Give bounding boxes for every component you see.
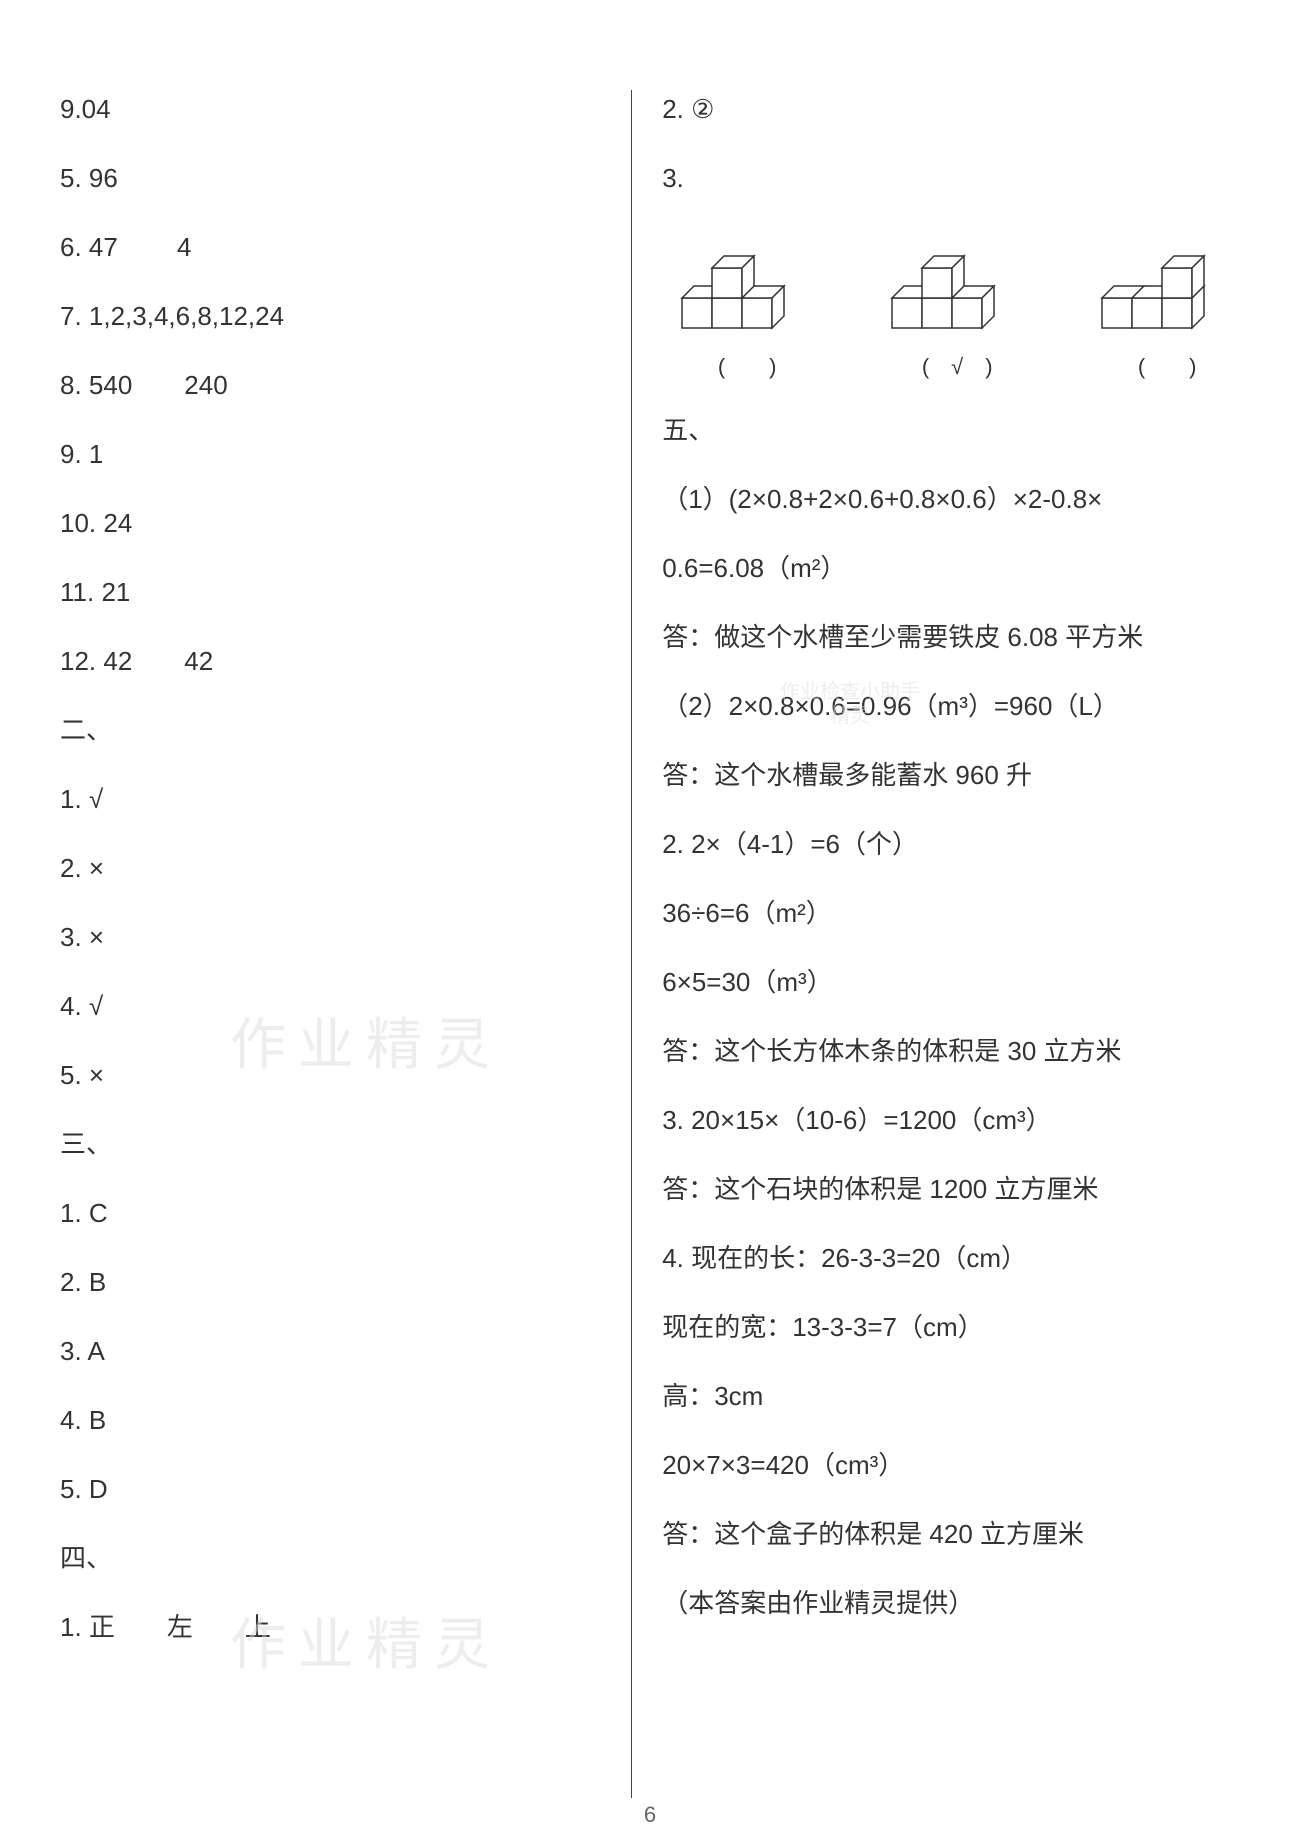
answer-line: 现在的宽：13-3-3=7（cm） [662, 1308, 1250, 1347]
cube-diagrams-row: ( ) [662, 228, 1250, 381]
answer-line: 6×5=30（m³） [662, 963, 1250, 1002]
answer-line: 5. 96 [60, 159, 601, 198]
answer-line: 4. √ [60, 987, 601, 1026]
answer-line: 高：3cm [662, 1377, 1250, 1416]
section-3-heading: 三、 [60, 1125, 601, 1164]
cube-diagram-3: ( ) [1082, 228, 1252, 381]
answer-line: 2. B [60, 1263, 601, 1302]
answer-line: 3. × [60, 918, 601, 957]
cube-label: ( ) [662, 349, 832, 381]
answer-line: （1）(2×0.8+2×0.6+0.8×0.6）×2-0.8× [662, 480, 1250, 519]
answer-line: 2. 2×（4-1）=6（个） [662, 825, 1250, 864]
answer-line: 9. 1 [60, 435, 601, 474]
answer-line: 3. [662, 159, 1250, 198]
answer-line: 5. × [60, 1056, 601, 1095]
cube-diagram-1: ( ) [662, 228, 832, 381]
answer-line: 2. ② [662, 90, 1250, 129]
answer-line: 7. 1,2,3,4,6,8,12,24 [60, 297, 601, 336]
answer-line: 10. 24 [60, 504, 601, 543]
cube-figure-icon [872, 228, 1042, 338]
answer-line: 2. × [60, 849, 601, 888]
cube-figure-icon [662, 228, 832, 338]
cube-label: ( ) [1082, 349, 1252, 381]
page-number: 6 [644, 1802, 656, 1828]
cube-diagram-2: ( √ ) [872, 228, 1042, 381]
answer-line: （2）2×0.8×0.6=0.96（m³）=960（L） [662, 687, 1250, 726]
answer-line: 1. √ [60, 780, 601, 819]
answer-line: 0.6=6.08（m²） [662, 549, 1250, 588]
answer-line: （本答案由作业精灵提供） [662, 1584, 1250, 1623]
answer-line: 11. 21 [60, 573, 601, 612]
left-column: 9.04 5. 96 6. 47 4 7. 1,2,3,4,6,8,12,24 … [60, 90, 631, 1798]
answer-line: 1. 正 左 上 [60, 1608, 601, 1647]
answer-line: 答：这个盒子的体积是 420 立方厘米 [662, 1515, 1250, 1554]
answer-line: 20×7×3=420（cm³） [662, 1446, 1250, 1485]
answer-line: 3. A [60, 1332, 601, 1371]
answer-line: 3. 20×15×（10-6）=1200（cm³） [662, 1101, 1250, 1140]
answer-line: 4. 现在的长：26-3-3=20（cm） [662, 1239, 1250, 1278]
section-4-heading: 四、 [60, 1539, 601, 1578]
answer-line: 36÷6=6（m²） [662, 894, 1250, 933]
answer-line: 8. 540 240 [60, 366, 601, 405]
answer-line: 12. 42 42 [60, 642, 601, 681]
cube-figure-icon [1082, 228, 1252, 338]
cube-label: ( √ ) [872, 349, 1042, 381]
answer-line: 1. C [60, 1194, 601, 1233]
answer-line: 4. B [60, 1401, 601, 1440]
section-5-heading: 五、 [662, 411, 1250, 450]
answer-line: 9.04 [60, 90, 601, 129]
answer-line: 答：做这个水槽至少需要铁皮 6.08 平方米 [662, 618, 1250, 657]
answer-line: 5. D [60, 1470, 601, 1509]
section-2-heading: 二、 [60, 711, 601, 750]
answer-line: 答：这个石块的体积是 1200 立方厘米 [662, 1170, 1250, 1209]
answer-line: 答：这个长方体木条的体积是 30 立方米 [662, 1032, 1250, 1071]
right-column: 2. ② 3. [631, 90, 1250, 1798]
answer-line: 6. 47 4 [60, 228, 601, 267]
answer-line: 答：这个水槽最多能蓄水 960 升 [662, 756, 1250, 795]
